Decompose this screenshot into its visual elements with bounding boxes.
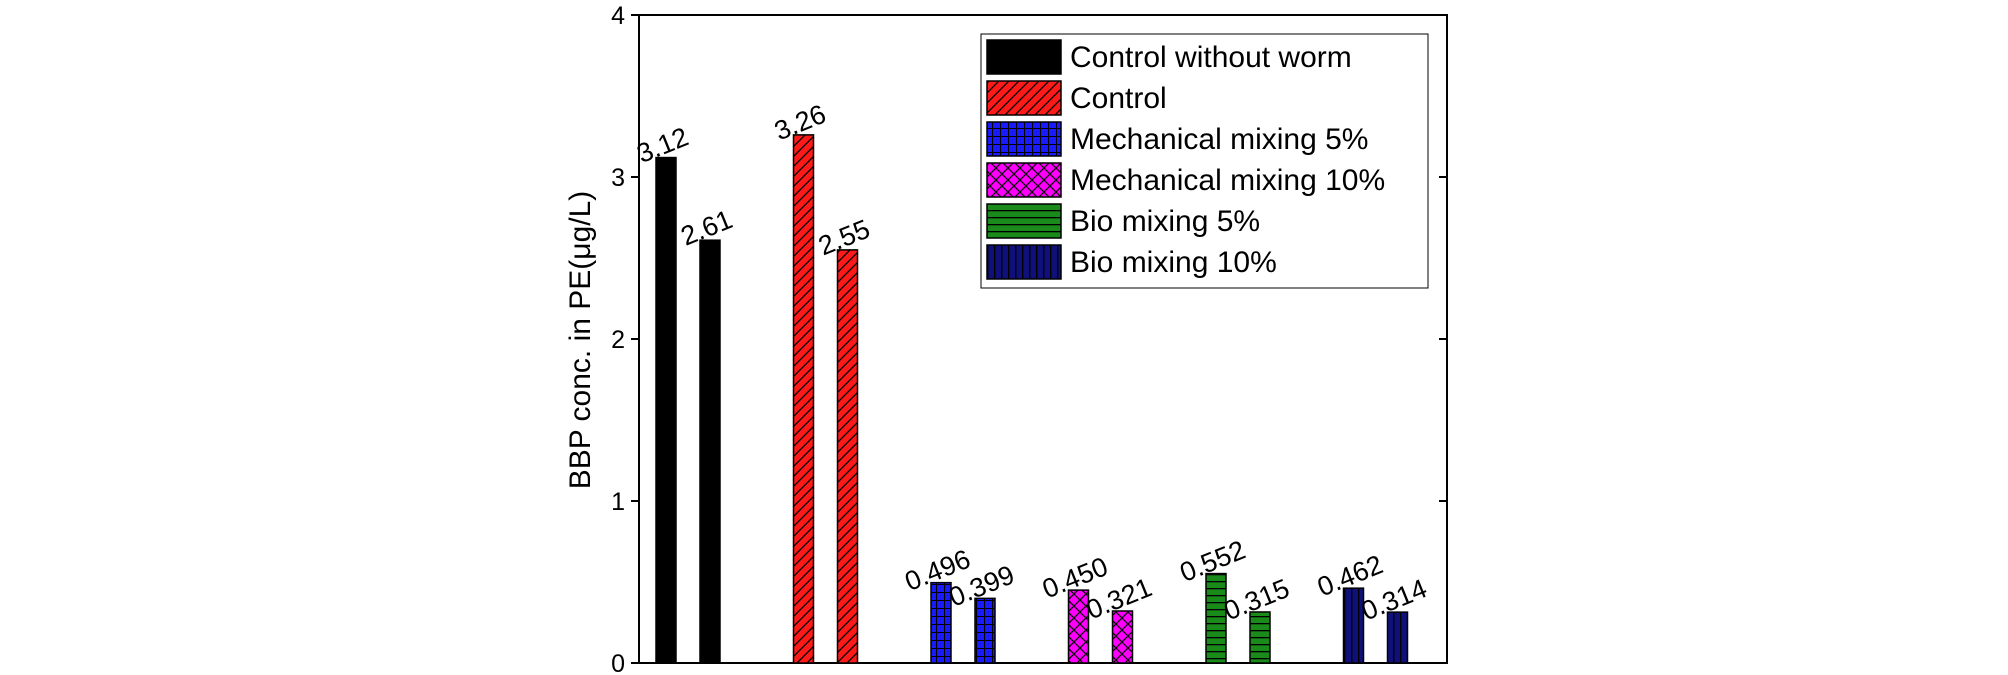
bar-3-1	[930, 581, 952, 664]
y-tick-label: 1	[611, 488, 625, 516]
y-axis-label: BBP conc. in PE(μg/L)	[564, 191, 597, 490]
legend-swatch-2	[986, 80, 1062, 116]
bars-group	[655, 134, 1409, 664]
bar-4-2	[1111, 610, 1134, 664]
bar-6-1	[1342, 587, 1365, 664]
legend-label-4: Mechanical mixing 10%	[1070, 164, 1385, 197]
bar-2-2	[836, 249, 859, 664]
legend-swatch-5	[986, 203, 1062, 239]
legend-swatch-1	[986, 39, 1062, 75]
y-axis-ticks: 0 1 2 3 4	[611, 2, 1447, 675]
legend-swatch-3	[986, 121, 1062, 157]
bar-1-1	[655, 156, 677, 664]
bar-2-1	[792, 134, 815, 664]
bar-5-1	[1205, 572, 1227, 664]
bar-4-1	[1067, 589, 1090, 664]
legend-swatch-6	[986, 244, 1062, 280]
legend-label-6: Bio mixing 10%	[1070, 246, 1277, 279]
legend-swatch-4	[986, 162, 1062, 198]
legend-label-2: Control	[1070, 82, 1167, 115]
bar-5-2	[1249, 611, 1271, 664]
bar-1-2	[699, 239, 721, 664]
bar-3-2	[974, 597, 996, 664]
y-tick-label: 3	[611, 164, 625, 192]
legend: Control without worm Control Mechanical mi…	[980, 33, 1429, 289]
y-tick-label: 4	[611, 2, 625, 30]
legend-label-3: Mechanical mixing 5%	[1070, 123, 1368, 156]
bar-6-2	[1386, 611, 1409, 664]
legend-label-1: Control without worm	[1070, 41, 1352, 74]
y-tick-label: 0	[611, 650, 625, 675]
legend-label-5: Bio mixing 5%	[1070, 205, 1260, 238]
y-tick-label: 2	[611, 326, 625, 354]
